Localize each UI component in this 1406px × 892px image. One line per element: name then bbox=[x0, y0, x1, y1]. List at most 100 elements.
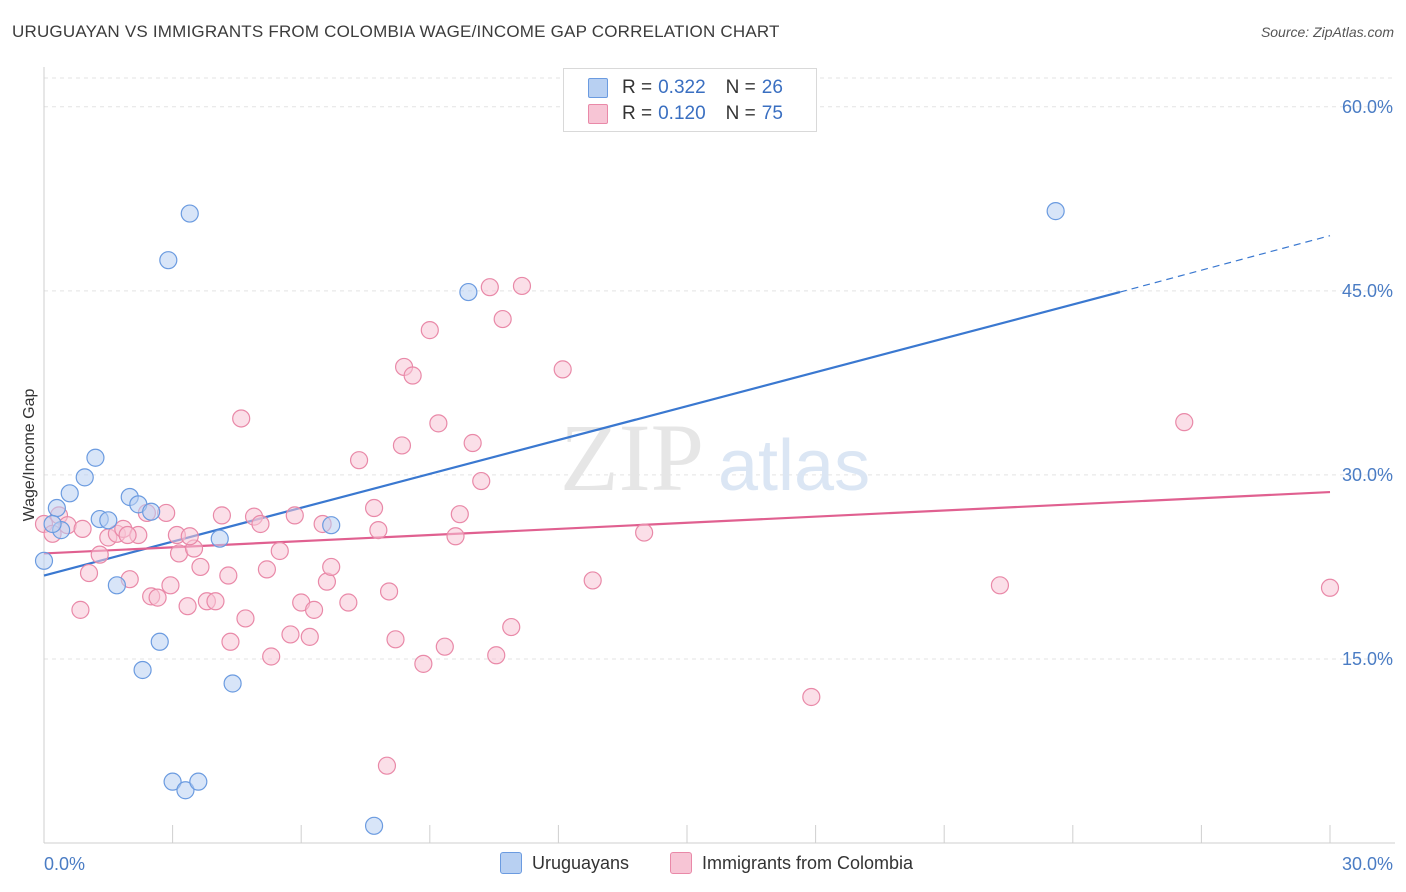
point-uruguayans bbox=[99, 511, 118, 530]
point-colombia bbox=[221, 632, 240, 651]
tick-labels: 15.0% 30.0% 45.0% 60.0% 0.0% 30.0% bbox=[44, 97, 1393, 874]
point-uruguayans bbox=[86, 448, 105, 467]
point-colombia bbox=[386, 630, 405, 649]
legend-n-label: N = bbox=[725, 103, 756, 124]
point-colombia bbox=[420, 321, 439, 340]
point-colombia bbox=[178, 597, 197, 616]
point-colombia bbox=[487, 646, 506, 665]
point-uruguayans bbox=[189, 772, 208, 791]
point-colombia bbox=[429, 414, 448, 433]
watermark-zip: ZIP bbox=[560, 404, 704, 511]
bottom-legend-colombia: Immigrants from Colombia bbox=[670, 852, 913, 874]
trend-line-0 bbox=[43, 291, 1121, 577]
point-colombia bbox=[169, 544, 189, 563]
point-uruguayans bbox=[180, 204, 199, 223]
axes bbox=[43, 67, 1395, 844]
point-colombia bbox=[157, 503, 176, 523]
point-uruguayans bbox=[60, 484, 79, 503]
legend-swatch-pink bbox=[670, 852, 692, 874]
point-colombia bbox=[379, 582, 399, 601]
point-colombia bbox=[802, 687, 821, 707]
point-colombia bbox=[349, 451, 369, 470]
point-colombia bbox=[583, 571, 602, 590]
point-uruguayans bbox=[43, 514, 62, 534]
point-uruguayans bbox=[133, 660, 152, 680]
point-colombia bbox=[472, 471, 491, 491]
trend-lines bbox=[43, 235, 1331, 577]
y-axis-title: Wage/Income Gap bbox=[21, 389, 38, 522]
point-colombia bbox=[304, 600, 324, 619]
y-tick-label: 45.0% bbox=[1342, 281, 1393, 301]
bottom-legend-label: Immigrants from Colombia bbox=[702, 852, 914, 873]
legend-swatch-blue bbox=[588, 78, 608, 98]
point-colombia bbox=[990, 576, 1010, 595]
point-colombia bbox=[270, 541, 289, 561]
point-colombia bbox=[212, 506, 231, 525]
y-tick-label: 15.0% bbox=[1342, 649, 1393, 669]
point-colombia bbox=[251, 514, 270, 534]
point-uruguayans bbox=[210, 529, 229, 548]
legend-swatch-pink bbox=[588, 104, 608, 124]
point-uruguayans bbox=[75, 468, 94, 487]
point-colombia bbox=[364, 498, 384, 518]
point-colombia bbox=[502, 617, 521, 637]
point-uruguayans bbox=[142, 502, 161, 521]
point-colombia bbox=[339, 593, 358, 612]
legend-n-value: 75 bbox=[761, 103, 783, 124]
point-uruguayans bbox=[107, 576, 126, 595]
point-uruguayans bbox=[364, 816, 384, 835]
point-uruguayans bbox=[459, 282, 478, 302]
point-colombia bbox=[463, 433, 482, 453]
point-colombia bbox=[403, 366, 422, 385]
point-colombia bbox=[118, 525, 137, 545]
point-colombia bbox=[79, 563, 99, 583]
point-colombia bbox=[180, 527, 199, 546]
legend-n-label: N = bbox=[725, 77, 756, 98]
bottom-legend-uruguayans: Uruguayans bbox=[500, 852, 629, 874]
x-tick-label: 0.0% bbox=[44, 854, 85, 874]
bottom-legend-label: Uruguayans bbox=[532, 852, 630, 873]
point-colombia bbox=[281, 625, 300, 644]
point-colombia bbox=[262, 647, 281, 666]
legend-r-value: 0.322 bbox=[658, 77, 706, 98]
data-points bbox=[34, 202, 1340, 835]
point-colombia bbox=[148, 588, 167, 607]
point-colombia bbox=[219, 566, 238, 585]
point-colombia bbox=[414, 654, 433, 673]
legend: R = 0.322 N = 26 R = 0.120 N = 75 bbox=[563, 68, 817, 132]
point-colombia bbox=[257, 560, 277, 579]
point-uruguayans bbox=[159, 251, 178, 270]
point-uruguayans bbox=[150, 632, 169, 651]
legend-r-label: R = bbox=[622, 77, 653, 98]
point-colombia bbox=[635, 523, 654, 542]
y-tick-label: 30.0% bbox=[1342, 465, 1393, 485]
point-colombia bbox=[1320, 578, 1340, 597]
point-colombia bbox=[285, 506, 304, 525]
point-uruguayans bbox=[176, 781, 195, 800]
legend-r-label: R = bbox=[622, 103, 653, 124]
point-colombia bbox=[232, 409, 251, 428]
point-colombia bbox=[71, 600, 90, 619]
source-label: Source: ZipAtlas.com bbox=[1260, 24, 1394, 40]
point-colombia bbox=[435, 637, 454, 656]
point-uruguayans bbox=[223, 674, 242, 693]
trend-line-1 bbox=[43, 490, 1331, 555]
legend-r-value: 0.120 bbox=[658, 103, 706, 124]
point-colombia bbox=[300, 627, 319, 646]
point-colombia bbox=[553, 360, 572, 379]
point-uruguayans bbox=[34, 551, 54, 570]
point-colombia bbox=[512, 276, 532, 296]
watermark-atlas: atlas bbox=[718, 426, 870, 506]
point-colombia bbox=[450, 505, 469, 524]
legend-row-colombia: R = 0.120 N = 75 bbox=[588, 102, 783, 126]
point-uruguayans bbox=[47, 498, 66, 518]
point-colombia bbox=[191, 557, 210, 577]
point-colombia bbox=[446, 527, 465, 546]
x-tick-label: 30.0% bbox=[1342, 854, 1393, 874]
point-uruguayans bbox=[1046, 202, 1065, 221]
point-colombia bbox=[480, 278, 499, 297]
point-colombia bbox=[377, 756, 397, 775]
point-colombia bbox=[392, 436, 412, 455]
y-tick-label: 60.0% bbox=[1342, 97, 1393, 117]
